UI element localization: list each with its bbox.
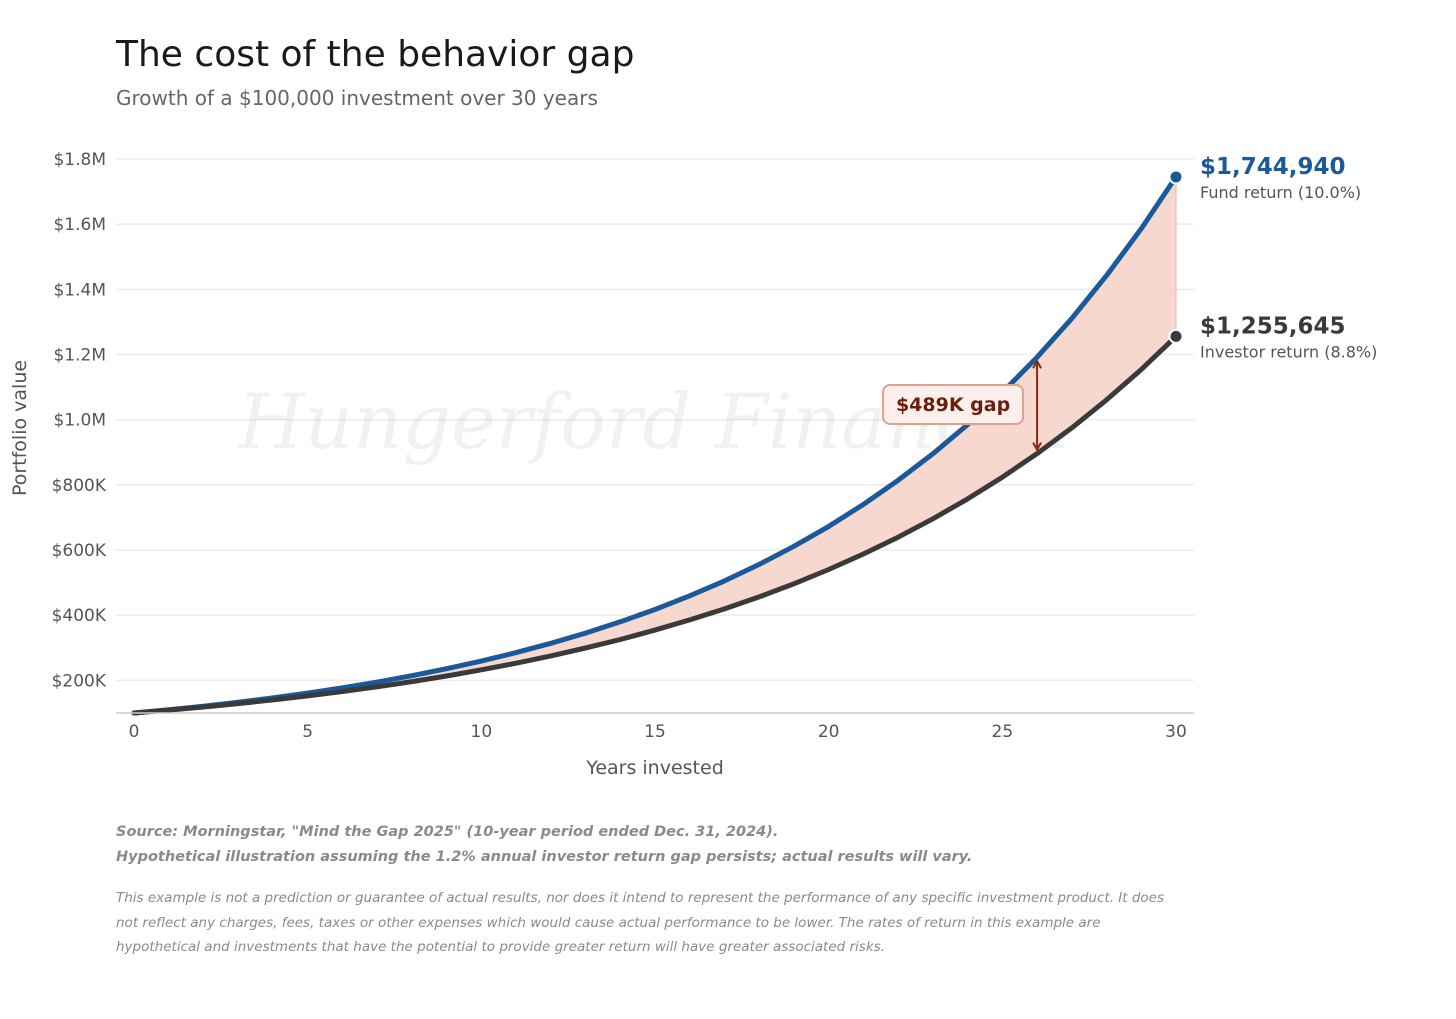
gap-arrow-head-bottom — [1032, 442, 1042, 452]
fund-end-point — [1168, 169, 1184, 185]
fund-end-value-label: $1,744,940 — [1200, 154, 1346, 180]
y-tick-label: $1.0M — [53, 411, 106, 431]
end-labels-layer: $1,744,940 Fund return (10.0%) $1,255,645 I… — [1168, 154, 1377, 361]
y-tick-label: $400K — [52, 606, 107, 626]
source-note: Source: Morningstar, "Mind the Gap 2025"… — [116, 820, 972, 870]
gap-label-text: $489K gap — [896, 394, 1010, 416]
x-tick-label: 30 — [1165, 722, 1187, 742]
y-axis-label: Portfolio value — [9, 360, 31, 496]
gap-label-box — [882, 384, 1025, 425]
y-tick-label: $1.2M — [53, 346, 106, 366]
source-line-2: Hypothetical illustration assuming the 1… — [116, 849, 973, 865]
investor-end-point — [1168, 328, 1184, 344]
x-tick-label: 15 — [644, 722, 666, 742]
gap-area-layer — [134, 176, 1177, 713]
x-axis-label: Years invested — [585, 757, 724, 779]
source-line-1: Source: Morningstar, "Mind the Gap 2025"… — [116, 824, 779, 840]
y-tick-label: $600K — [52, 541, 107, 561]
y-tick-label: $1.6M — [53, 215, 106, 235]
investor-return-line — [131, 333, 1179, 716]
investor-series-name-label: Investor return (8.8%) — [1200, 342, 1377, 361]
gap-arrow-head-top — [1032, 359, 1042, 369]
y-tick-label: $200K — [52, 671, 107, 691]
disclaimer-text: This example is not a prediction or guar… — [116, 890, 1165, 955]
x-tick-label: 10 — [471, 722, 493, 742]
chart-title: The cost of the behavior gap — [116, 34, 635, 75]
axis-layer: $200K $400K $600K $800K $1.0M $1.2M $1.4M $1.6M… — [9, 150, 1194, 779]
x-tick-label: 20 — [818, 722, 840, 742]
y-tick-label: $1.4M — [53, 280, 106, 300]
grid-layer — [116, 158, 1194, 682]
annotation-layer: $489K gap — [882, 359, 1042, 452]
gap-fill-area — [134, 176, 1176, 713]
growth-chart: Hungerford Financial $200K$400K$600K$800… — [9, 150, 1377, 779]
chart-subtitle: Growth of a $100,000 investment over 30 … — [116, 86, 598, 110]
investor-end-value-label: $1,255,645 — [1200, 313, 1346, 339]
x-tick-label: 0 — [129, 722, 140, 742]
fund-series-name-label: Fund return (10.0%) — [1200, 183, 1361, 202]
x-tick-label: 5 — [302, 722, 313, 742]
y-tick-label: $1.8M — [53, 150, 106, 170]
x-tick-label: 25 — [992, 722, 1014, 742]
y-tick-label: $800K — [52, 476, 107, 496]
